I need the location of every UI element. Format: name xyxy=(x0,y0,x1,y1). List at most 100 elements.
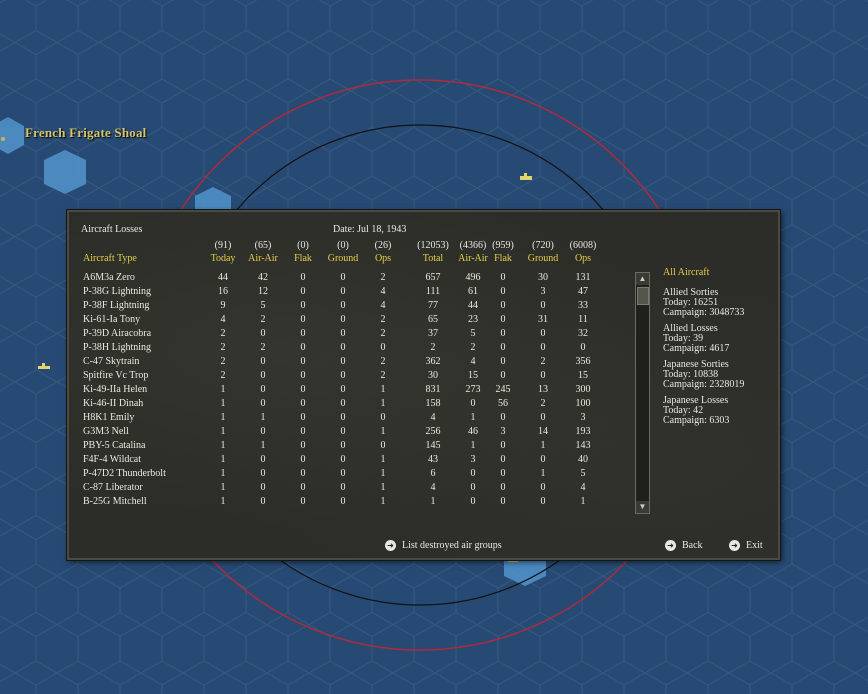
table-cell: 23 xyxy=(468,314,478,325)
aircraft-name: Ki-61-Ia Tony xyxy=(83,314,141,325)
report-date: Date: Jul 18, 1943 xyxy=(333,224,407,235)
column-header[interactable]: Air-Air xyxy=(248,253,278,264)
japanese-losses-campaign: Campaign: 6303 xyxy=(663,415,730,426)
table-cell: 1 xyxy=(580,496,586,507)
column-header[interactable]: Ops xyxy=(574,253,592,264)
table-row[interactable]: H8K1 Emily 1 1 0 0 0 4 1 0 0 3 xyxy=(69,412,629,426)
column-total: (720) xyxy=(532,240,554,251)
allied-losses-title: Allied Losses xyxy=(663,323,718,334)
table-cell: 11 xyxy=(578,314,588,325)
table-cell: 4 xyxy=(470,356,476,367)
column-total: (0) xyxy=(337,240,349,251)
table-cell: 0 xyxy=(340,426,346,437)
table-cell: 0 xyxy=(540,370,546,381)
column-header[interactable]: Ground xyxy=(327,253,359,264)
table-cell: 40 xyxy=(578,454,588,465)
japanese-sorties-campaign: Campaign: 2328019 xyxy=(663,379,745,390)
table-cell: 1 xyxy=(380,468,386,479)
table-row[interactable]: Ki-49-IIa Helen 1 0 0 0 1 831 273 245 13 300 xyxy=(69,384,629,398)
table-row[interactable]: C-47 Skytrain 2 0 0 0 2 362 4 0 2 356 xyxy=(69,356,629,370)
table-row[interactable]: P-38G Lightning 16 12 0 0 4 111 61 0 3 47 xyxy=(69,286,629,300)
table-cell: 0 xyxy=(500,300,506,311)
column-header[interactable]: Ground xyxy=(527,253,559,264)
column-header[interactable]: Ops xyxy=(374,253,392,264)
table-cell: 1 xyxy=(220,496,226,507)
back-button[interactable]: ➜ Back xyxy=(665,540,703,552)
table-cell: 0 xyxy=(300,370,306,381)
scroll-up-icon[interactable]: ▲ xyxy=(636,273,649,285)
aircraft-name: G3M3 Nell xyxy=(83,426,129,437)
table-cell: 2 xyxy=(380,370,386,381)
table-cell: 0 xyxy=(500,328,506,339)
table-cell: 0 xyxy=(340,496,346,507)
exit-label: Exit xyxy=(746,540,763,551)
table-row[interactable]: Spitfire Vc Trop 2 0 0 0 2 30 15 0 0 15 xyxy=(69,370,629,384)
scroll-down-icon[interactable]: ▼ xyxy=(636,501,649,513)
table-cell: 9 xyxy=(220,300,226,311)
aircraft-name: A6M3a Zero xyxy=(83,272,135,283)
table-cell: 33 xyxy=(578,300,588,311)
table-cell: 0 xyxy=(540,328,546,339)
column-header[interactable]: Flak xyxy=(294,253,312,264)
table-row[interactable]: Ki-46-II Dinah 1 0 0 0 1 158 0 56 2 100 xyxy=(69,398,629,412)
column-header[interactable]: Flak xyxy=(494,253,512,264)
table-cell: 4 xyxy=(380,286,386,297)
table-cell: 1 xyxy=(220,482,226,493)
table-cell: 1 xyxy=(220,454,226,465)
allied-sorties-campaign: Campaign: 3048733 xyxy=(663,307,745,318)
table-row[interactable]: C-87 Liberator 1 0 0 0 1 4 0 0 0 4 xyxy=(69,482,629,496)
table-cell: 44 xyxy=(218,272,228,283)
column-header[interactable]: Today xyxy=(210,253,236,264)
table-row[interactable]: PBY-5 Catalina 1 1 0 0 0 145 1 0 1 143 xyxy=(69,440,629,454)
scroll-thumb[interactable] xyxy=(637,287,649,305)
table-cell: 0 xyxy=(580,342,586,353)
table-cell: 61 xyxy=(468,286,478,297)
list-destroyed-groups-button[interactable]: ➜ List destroyed air groups xyxy=(385,540,502,552)
table-row[interactable]: A6M3a Zero 44 42 0 0 2 657 496 0 30 131 xyxy=(69,272,629,286)
table-row[interactable]: Ki-61-Ia Tony 4 2 0 0 2 65 23 0 31 11 xyxy=(69,314,629,328)
table-cell: 145 xyxy=(425,440,441,451)
column-header[interactable]: Total xyxy=(422,253,444,264)
table-cell: 0 xyxy=(300,454,306,465)
table-cell: 56 xyxy=(498,398,508,409)
table-cell: 2 xyxy=(380,328,386,339)
table-cell: 1 xyxy=(430,496,436,507)
table-cell: 14 xyxy=(538,426,548,437)
aircraft-name: P-38G Lightning xyxy=(83,286,152,297)
table-cell: 362 xyxy=(425,356,441,367)
table-row[interactable]: F4F-4 Wildcat 1 0 0 0 1 43 3 0 0 40 xyxy=(69,454,629,468)
exit-button[interactable]: ➜ Exit xyxy=(729,540,763,552)
table-row[interactable]: P-38H Lightning 2 2 0 0 0 2 2 0 0 0 xyxy=(69,342,629,356)
aircraft-name: PBY-5 Catalina xyxy=(83,440,146,451)
table-cell: 0 xyxy=(260,496,266,507)
table-cell: 657 xyxy=(425,272,441,283)
table-scrollbar[interactable]: ▲ ▼ xyxy=(635,272,650,514)
table-row[interactable]: P-39D Airacobra 2 0 0 0 2 37 5 0 0 32 xyxy=(69,328,629,342)
table-cell: 100 xyxy=(575,398,591,409)
table-row[interactable]: G3M3 Nell 1 0 0 0 1 256 46 3 14 193 xyxy=(69,426,629,440)
table-cell: 0 xyxy=(260,370,266,381)
aircraft-name: F4F-4 Wildcat xyxy=(83,454,142,465)
table-cell: 5 xyxy=(580,468,586,479)
table-row[interactable]: P-38F Lightning 9 5 0 0 4 77 44 0 0 33 xyxy=(69,300,629,314)
table-cell: 5 xyxy=(260,300,266,311)
summary-heading[interactable]: All Aircraft xyxy=(663,267,710,278)
table-cell: 0 xyxy=(300,412,306,423)
aircraft-type-header[interactable]: Aircraft Type xyxy=(83,253,137,264)
table-cell: 3 xyxy=(580,412,586,423)
table-cell: 0 xyxy=(300,482,306,493)
column-total: (959) xyxy=(492,240,514,251)
table-cell: 0 xyxy=(500,454,506,465)
column-header[interactable]: Air-Air xyxy=(458,253,488,264)
table-cell: 1 xyxy=(380,482,386,493)
table-cell: 356 xyxy=(575,356,591,367)
table-cell: 0 xyxy=(300,272,306,283)
table-cell: 0 xyxy=(340,412,346,423)
table-cell: 0 xyxy=(340,272,346,283)
table-cell: 0 xyxy=(500,356,506,367)
table-row[interactable]: B-25G Mitchell 1 0 0 0 1 1 0 0 0 1 xyxy=(69,496,629,510)
table-cell: 2 xyxy=(430,342,436,353)
table-cell: 0 xyxy=(340,398,346,409)
table-cell: 30 xyxy=(538,272,548,283)
table-row[interactable]: P-47D2 Thunderbolt 1 0 0 0 1 6 0 0 1 5 xyxy=(69,468,629,482)
